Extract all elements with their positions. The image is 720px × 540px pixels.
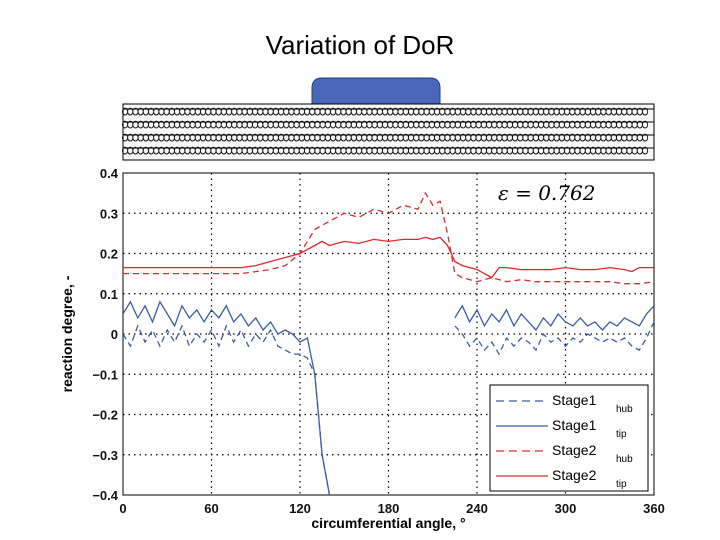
- x-tick-labels: 0 60 120 180 240 300 360: [119, 501, 664, 516]
- blade-row-3: [122, 133, 649, 142]
- y-tick-label: −0.3: [92, 448, 118, 463]
- x-tick-label: 120: [289, 501, 311, 516]
- blade-row-2: [122, 120, 649, 129]
- x-axis-title: circumferential angle, °: [311, 515, 465, 531]
- series-line-stage1-hub: [123, 324, 331, 495]
- y-axis-title: reaction degree, -: [59, 275, 75, 392]
- y-tick-label: −0.4: [92, 488, 118, 503]
- x-tick-label: 0: [119, 501, 126, 516]
- y-tick-label: 0: [111, 327, 118, 342]
- y-tick-label: 0.2: [100, 247, 118, 262]
- legend-box: [489, 384, 649, 492]
- legend-subscript: hub: [616, 404, 633, 415]
- y-tick-label: 0.3: [100, 206, 118, 221]
- series-line-stage1-tip: [123, 300, 331, 495]
- x-tick-label: 240: [466, 501, 488, 516]
- series-line-stage1-hub: [454, 321, 654, 356]
- grid: [123, 173, 654, 495]
- y-tick-label: 0.1: [100, 287, 118, 302]
- x-tick-label: 300: [555, 501, 577, 516]
- y-tick-label: −0.1: [92, 367, 118, 382]
- y-tick-label: 0.4: [100, 166, 119, 181]
- legend-label: Stage2: [552, 442, 597, 458]
- legend-label: Stage1: [552, 417, 597, 433]
- legend-subscript: tip: [616, 479, 627, 490]
- rotor-schematic: [122, 77, 655, 161]
- blade-row-4: [122, 146, 649, 155]
- rotor-inlet-shape: [311, 77, 441, 107]
- x-tick-label: 360: [643, 501, 665, 516]
- slide-title: Variation of DoR: [265, 30, 455, 60]
- series-line-stage1-tip: [454, 304, 654, 332]
- legend-label: Stage1: [552, 392, 597, 408]
- x-tick-label: 60: [204, 501, 218, 516]
- y-tick-label: −0.2: [92, 408, 118, 423]
- series-line-stage2-hub: [123, 191, 654, 285]
- legend-subscript: hub: [616, 454, 633, 465]
- x-tick-label: 180: [378, 501, 400, 516]
- legend-label: Stage2: [552, 467, 597, 483]
- legend-subscript: tip: [616, 429, 627, 440]
- legend: Stage1 hub Stage1 tip Stage2 hub Stage2 tip: [489, 384, 649, 492]
- series-line-stage2-tip: [123, 236, 654, 279]
- blade-row-1: [122, 107, 649, 116]
- y-tick-labels: 0.4 0.3 0.2 0.1 0 −0.1 −0.2 −0.3 −0.4: [92, 166, 118, 503]
- series-lines: [123, 191, 654, 495]
- epsilon-annotation: ε = 0.762: [498, 181, 595, 205]
